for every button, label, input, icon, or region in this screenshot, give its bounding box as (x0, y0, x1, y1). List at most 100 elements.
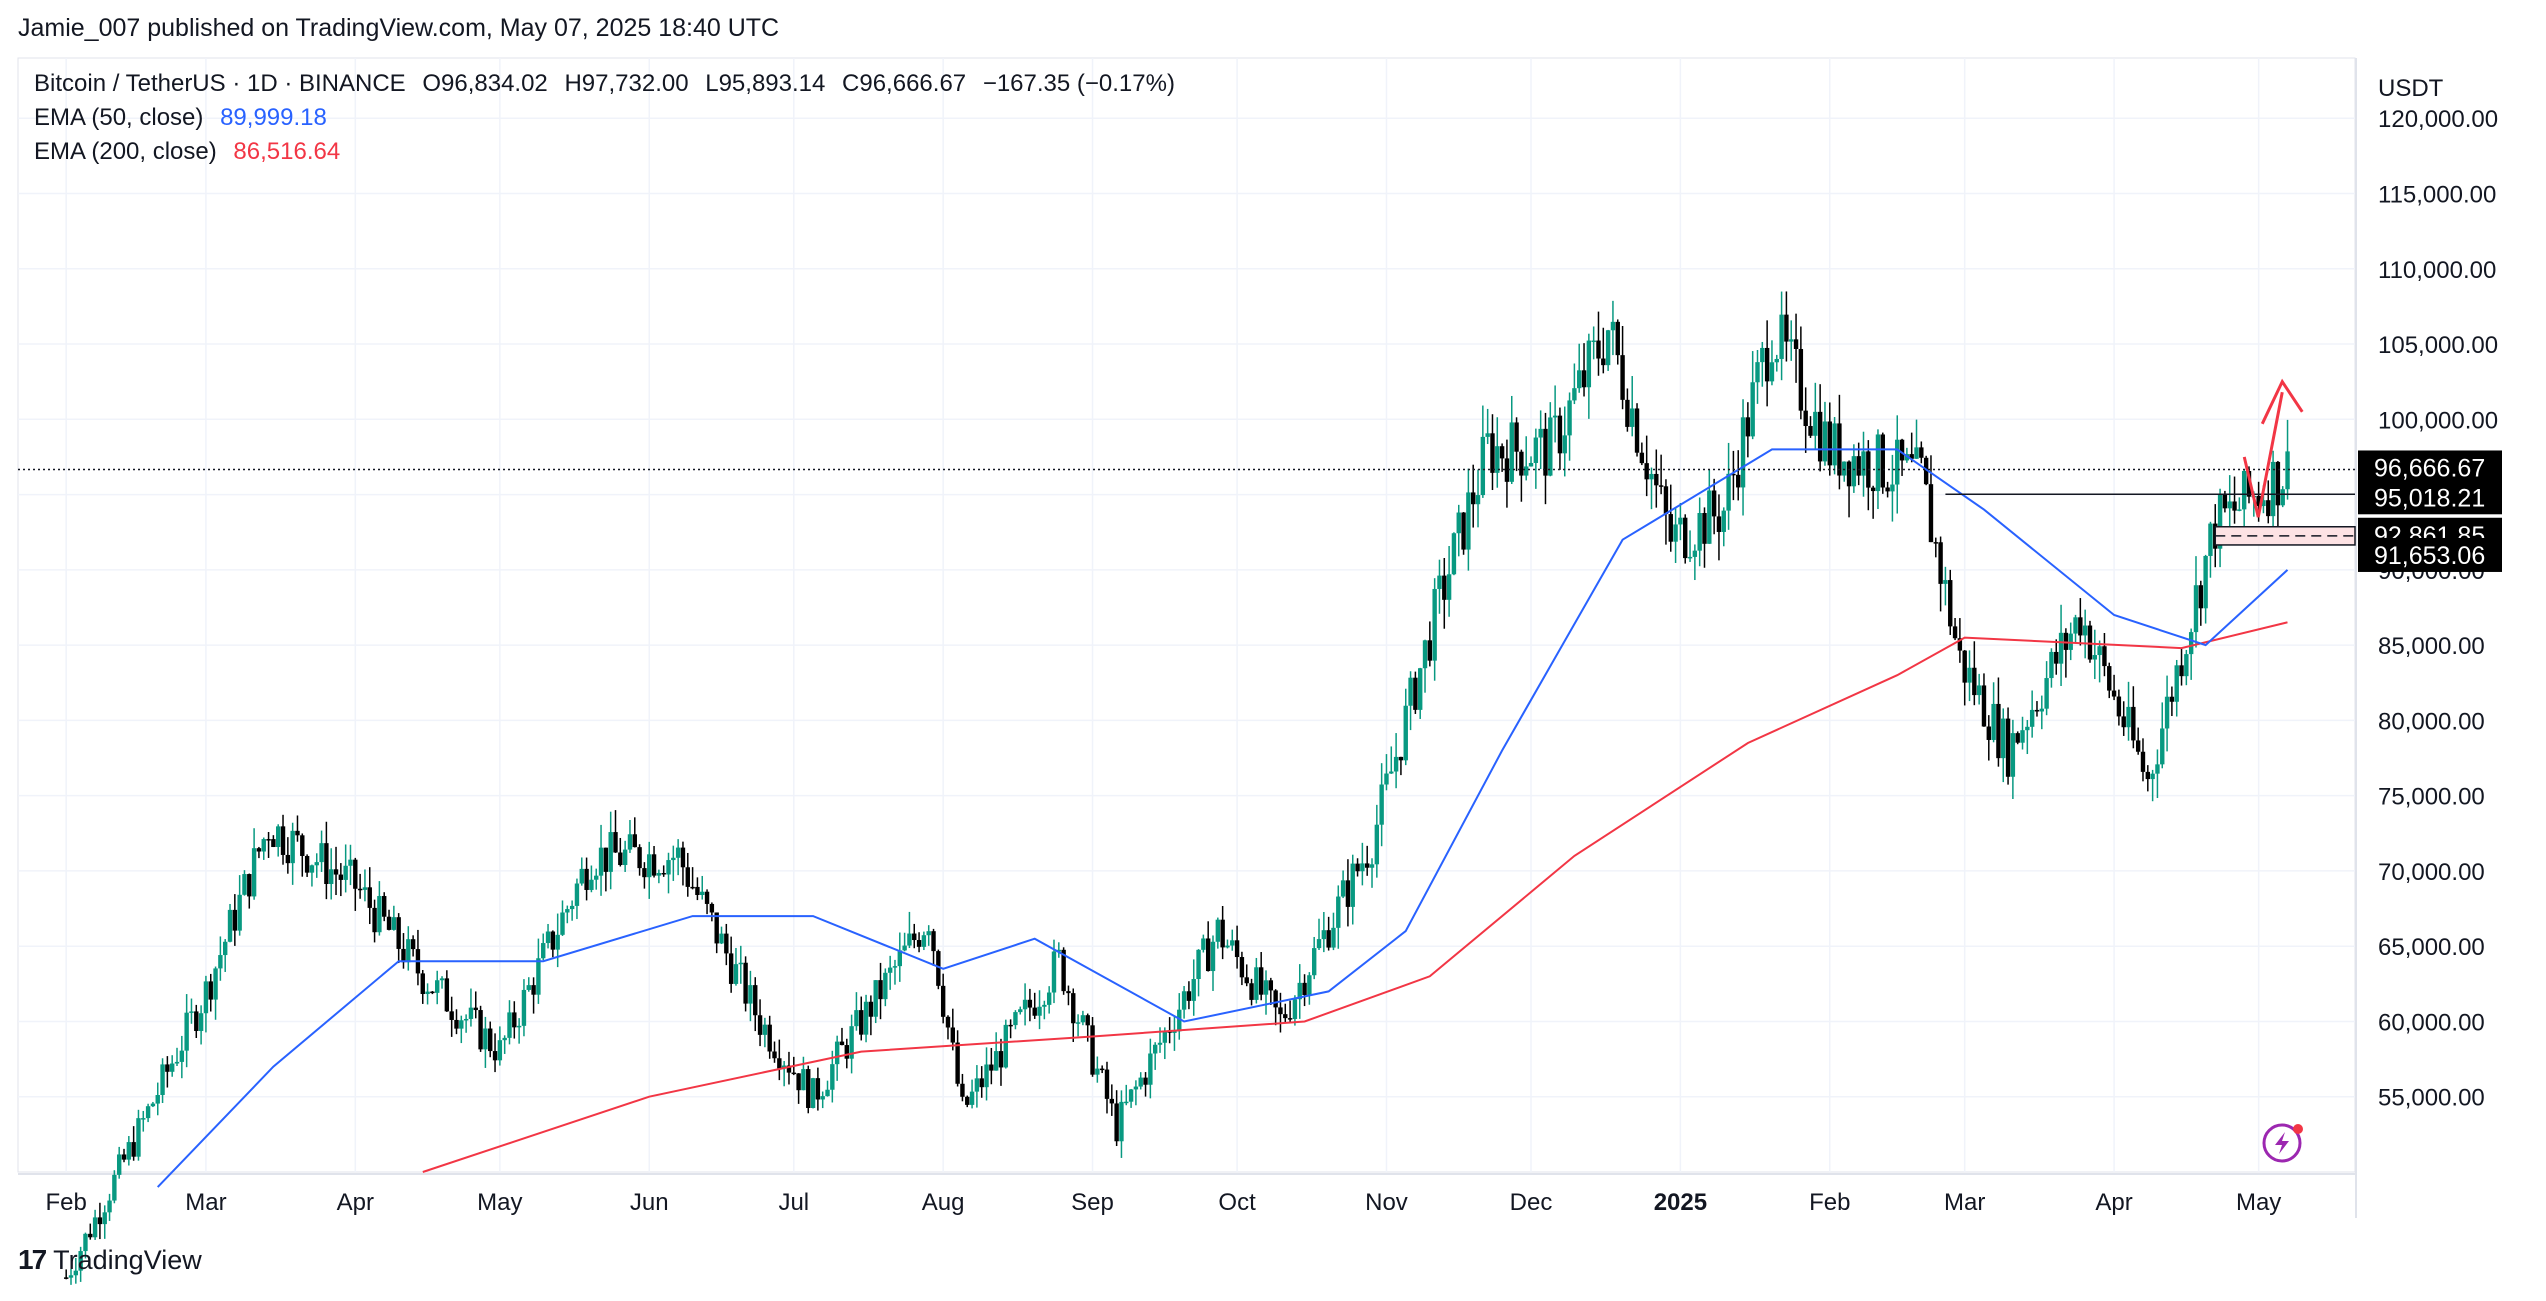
candle-body (1427, 640, 1433, 661)
x-tick-label: Sep (1071, 1189, 1114, 1216)
candle-body (1899, 439, 1905, 461)
candle-body (1162, 1030, 1168, 1043)
notification-dot-icon (2293, 1124, 2303, 1134)
candle-body (767, 1024, 772, 1052)
x-tick-label: May (2236, 1189, 2281, 1216)
ohlc-low: L95,893.14 (705, 70, 826, 97)
symbol-legend[interactable]: Bitcoin / TetherUS · 1D · BINANCE O96,83… (34, 70, 1185, 98)
candle-body (194, 1011, 199, 1031)
candle-body (791, 1072, 796, 1075)
candle-body (1687, 556, 1693, 559)
candle-body (1109, 1098, 1115, 1104)
candle-body (97, 1217, 103, 1225)
candle-body (854, 1010, 859, 1027)
ema50-legend[interactable]: EMA (50, close) 89,999.18 (34, 104, 337, 132)
candle-body (1654, 473, 1659, 486)
candle-body (1736, 474, 1741, 488)
candle-body (179, 1050, 185, 1062)
candle-body (107, 1200, 112, 1213)
candle-body (1943, 580, 1948, 584)
candle-body (1408, 677, 1413, 706)
candle-body (1066, 991, 1071, 994)
candle-body (348, 859, 353, 866)
candle-body (1538, 428, 1543, 438)
candle-body (974, 1078, 980, 1092)
last-price-badge: 96,666.67 (2374, 454, 2485, 482)
candle-body (1846, 461, 1852, 487)
candle-body (1890, 484, 1895, 492)
candle-body (290, 830, 295, 864)
candle-body (1080, 1015, 1086, 1023)
brand-name: TradingView (53, 1244, 202, 1275)
candle-body (1225, 945, 1230, 948)
candle-body (516, 1025, 522, 1028)
candle-body (1895, 439, 1900, 485)
candle-body (1268, 980, 1274, 991)
candle-body (2198, 585, 2204, 609)
candle-body (454, 1019, 459, 1029)
candle-body (555, 934, 560, 950)
candle-body (1172, 1031, 1177, 1033)
candle-body (1610, 321, 1616, 331)
candle-body (1239, 957, 1245, 978)
footer-brand[interactable]: 17 TradingView (18, 1244, 202, 1276)
candle-body (1466, 492, 1471, 550)
candle-body (497, 1040, 503, 1061)
candle-body (1702, 513, 1707, 544)
candle-body (675, 847, 681, 858)
candle-body (1061, 949, 1066, 992)
candle-body (1948, 580, 1953, 627)
candle-body (261, 839, 266, 852)
candle-body (945, 1016, 951, 1028)
candle-body (2039, 708, 2044, 712)
candle-body (459, 1020, 464, 1029)
ema200-legend[interactable]: EMA (200, close) 86,516.64 (34, 138, 350, 166)
candle-body (1413, 677, 1418, 710)
candle-body (1292, 999, 1298, 1019)
candle-body (1793, 339, 1799, 349)
candle-body (189, 1011, 194, 1013)
candle-body (1991, 703, 1996, 740)
candle-body (1480, 436, 1486, 496)
candle-body (343, 865, 348, 880)
candle-body (1177, 1009, 1182, 1032)
candle-body (382, 896, 387, 917)
candle-body (285, 854, 291, 864)
candle-body (1297, 982, 1302, 1000)
candle-body (536, 958, 541, 995)
candle-body (1986, 726, 1991, 740)
candle-body (1143, 1077, 1148, 1085)
candle-body (276, 826, 281, 848)
candle-body (695, 886, 700, 895)
candle-body (647, 854, 652, 878)
candle-body (1952, 626, 1958, 639)
candle-body (1658, 485, 1664, 487)
candle-body (208, 981, 213, 1000)
ema50-label: EMA (50, close) (34, 104, 204, 131)
candle-body (1721, 510, 1726, 532)
candle-body (483, 1028, 488, 1050)
candle-body (357, 888, 363, 891)
candle-body (719, 933, 724, 944)
candle-body (295, 830, 300, 836)
candle-body (724, 933, 729, 954)
candle-body (502, 1037, 507, 1041)
candle-body (324, 843, 329, 884)
x-tick-label: Feb (1809, 1189, 1850, 1216)
candle-body (2073, 617, 2078, 634)
candle-body (1784, 314, 1789, 342)
candle-body (801, 1069, 806, 1091)
candle-body (743, 962, 748, 1004)
candle-body (1789, 339, 1794, 342)
candle-body (1205, 938, 1211, 972)
candle-body (410, 939, 416, 950)
candle-body (1596, 340, 1601, 359)
candle-body (868, 1001, 874, 1017)
candle-body (488, 1028, 493, 1052)
candle-body (1615, 321, 1620, 356)
candle-body (251, 848, 257, 897)
y-tick-label: 85,000.00 (2378, 633, 2485, 660)
candle-body (1384, 773, 1389, 785)
